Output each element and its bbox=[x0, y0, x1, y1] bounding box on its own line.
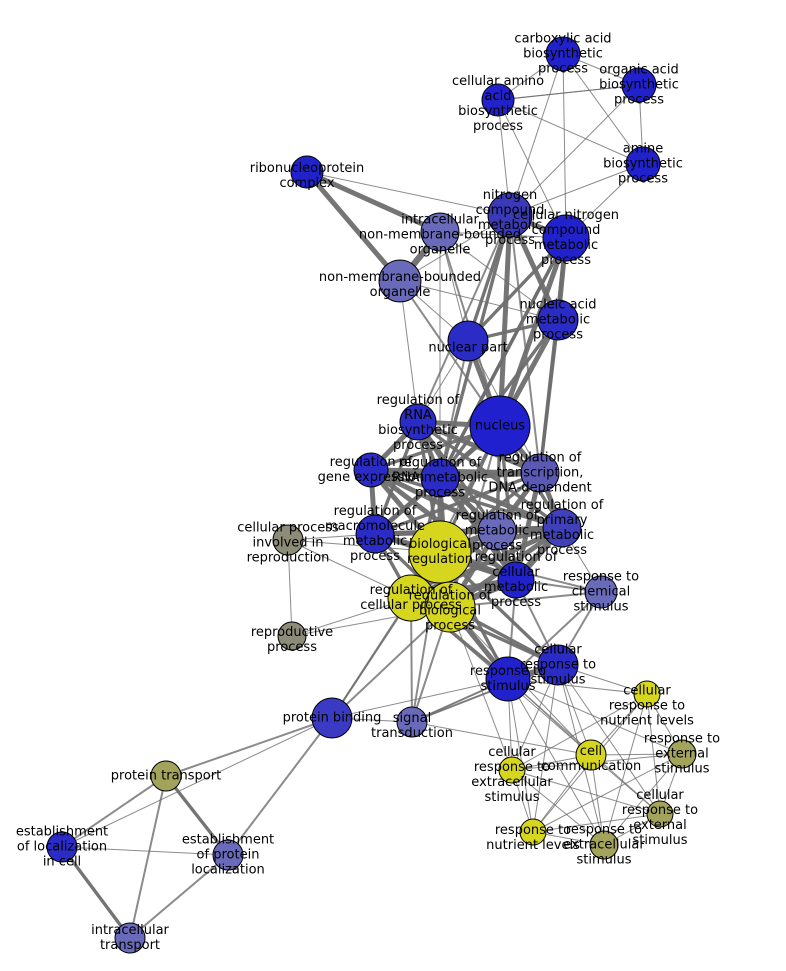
graph-node-cellular_response_to_stimulus[interactable] bbox=[537, 644, 579, 686]
graph-node-amine_biosynthetic_process[interactable] bbox=[625, 146, 661, 182]
graph-node-regulation_of_biological_process[interactable] bbox=[424, 581, 476, 633]
graph-edge bbox=[497, 84, 640, 101]
graph-edge bbox=[399, 280, 559, 321]
graph-edge bbox=[331, 597, 412, 719]
graph-edge bbox=[497, 99, 644, 165]
graph-edge bbox=[511, 693, 648, 771]
graph-edge bbox=[507, 678, 534, 833]
graph-node-response_to_nutrient_levels[interactable] bbox=[519, 818, 547, 846]
graph-node-protein_binding[interactable] bbox=[311, 697, 353, 739]
graph-edge bbox=[538, 236, 568, 475]
graph-node-regulation_of_gene_expression[interactable] bbox=[353, 452, 389, 488]
graph-edge bbox=[439, 231, 559, 321]
graph-edge bbox=[603, 753, 683, 846]
graph-edge bbox=[368, 467, 500, 534]
graph-node-response_to_stimulus[interactable] bbox=[485, 656, 531, 702]
graph-node-response_to_extracellular_stimulus[interactable] bbox=[589, 830, 619, 860]
graph-node-cellular_process_involved_in_reproduction[interactable] bbox=[272, 524, 304, 556]
graph-edge bbox=[164, 774, 230, 857]
graph-edge bbox=[60, 845, 132, 940]
graph-edge bbox=[439, 340, 469, 479]
graph-edge bbox=[562, 53, 567, 239]
graph-edge bbox=[509, 53, 564, 216]
graph-node-regulation_of_transcription_dna_dependent[interactable] bbox=[520, 453, 560, 493]
graph-node-regulation_of_macromolecule_metabolic_process[interactable] bbox=[355, 514, 395, 554]
graph-node-regulation_of_cellular_metabolic_process[interactable] bbox=[497, 561, 535, 599]
graph-node-reproductive_process[interactable] bbox=[277, 621, 307, 651]
graph-node-intracellular_non_membrane_bounded_organelle[interactable] bbox=[420, 212, 460, 252]
graph-node-regulation_of_rna_biosynthetic_process[interactable] bbox=[399, 403, 437, 441]
graph-edge bbox=[509, 214, 541, 474]
graph-edge bbox=[306, 171, 511, 216]
graph-edge bbox=[511, 769, 661, 815]
graph-node-response_to_external_stimulus[interactable] bbox=[667, 739, 697, 769]
graph-node-nucleus[interactable] bbox=[469, 395, 531, 457]
graph-node-cellular_amino_acid_biosynthetic_process[interactable] bbox=[481, 83, 515, 117]
graph-node-response_to_chemical_stimulus[interactable] bbox=[584, 575, 618, 609]
graph-edge bbox=[497, 212, 513, 429]
graph-node-intracellular_transport[interactable] bbox=[114, 922, 146, 954]
graph-edge bbox=[532, 813, 661, 833]
graph-edge bbox=[509, 163, 644, 216]
graph-edge bbox=[227, 717, 333, 856]
graph-edge bbox=[304, 169, 443, 235]
graph-edge bbox=[603, 693, 648, 846]
graph-edge bbox=[129, 775, 167, 939]
graph-edge bbox=[532, 753, 683, 833]
graph-node-cellular_response_to_external_stimulus[interactable] bbox=[646, 800, 674, 828]
graph-node-regulation_of_metabolic_process[interactable] bbox=[477, 511, 517, 551]
graph-edge bbox=[411, 664, 559, 723]
graph-edge bbox=[411, 721, 592, 756]
graph-edge bbox=[507, 678, 648, 695]
graph-edge bbox=[438, 236, 568, 480]
graph-node-cellular_response_to_extracellular_stimulus[interactable] bbox=[498, 756, 526, 784]
graph-node-nuclear_part[interactable] bbox=[447, 320, 489, 362]
graph-edge bbox=[287, 539, 293, 637]
graph-edge bbox=[507, 678, 683, 755]
graph-node-ribonucleoprotein_complex[interactable] bbox=[290, 155, 324, 189]
graph-edge bbox=[61, 775, 167, 848]
graph-node-carboxylic_acid_biosynthetic_process[interactable] bbox=[545, 36, 581, 72]
graph-edge bbox=[532, 664, 559, 833]
graph-edge bbox=[497, 235, 569, 429]
graph-node-nucleic_acid_metabolic_process[interactable] bbox=[537, 299, 579, 341]
graph-node-organic_acid_biosynthetic_process[interactable] bbox=[621, 67, 657, 103]
graph-node-regulation_of_primary_metabolic_process[interactable] bbox=[542, 508, 582, 548]
graph-edge bbox=[331, 606, 451, 719]
graph-edge bbox=[399, 280, 419, 423]
graph-edge bbox=[165, 717, 333, 777]
graph-edge bbox=[129, 854, 229, 939]
graph-edge bbox=[532, 754, 592, 833]
graph-edge bbox=[417, 214, 511, 423]
graph-node-regulation_of_rna_metabolic_process[interactable] bbox=[420, 458, 460, 498]
graph-edge bbox=[509, 84, 640, 216]
graph-node-cellular_response_to_nutrient_levels[interactable] bbox=[633, 680, 661, 708]
graph-edge bbox=[61, 846, 229, 856]
graph-edge bbox=[304, 169, 403, 284]
graph-edge bbox=[497, 99, 567, 239]
graph-edge bbox=[511, 769, 605, 846]
graph-node-protein_transport[interactable] bbox=[150, 760, 182, 792]
graph-node-nitrogen_compound_metabolic_process[interactable] bbox=[487, 192, 533, 238]
graph-edge bbox=[331, 678, 509, 719]
graph-edge bbox=[373, 471, 542, 536]
graph-edge bbox=[562, 53, 644, 165]
graph-node-establishment_of_protein_localization[interactable] bbox=[212, 839, 244, 871]
graph-node-cellular_nitrogen_compound_metabolic_process[interactable] bbox=[542, 214, 590, 262]
graph-edge bbox=[369, 468, 564, 530]
graph-edge bbox=[466, 236, 568, 343]
graph-node-signal_transduction[interactable] bbox=[396, 706, 428, 738]
graph-edge bbox=[449, 606, 513, 771]
graph-node-cell_communication[interactable] bbox=[575, 739, 607, 771]
graph-edge bbox=[61, 717, 333, 848]
graph-node-establishment_of_localization_in_cell[interactable] bbox=[46, 831, 78, 863]
node-layer bbox=[46, 36, 697, 954]
edge-layer bbox=[60, 53, 683, 940]
graph-node-biological_regulation[interactable] bbox=[408, 520, 472, 584]
graph-node-non_membrane_bounded_organelle[interactable] bbox=[378, 259, 422, 303]
